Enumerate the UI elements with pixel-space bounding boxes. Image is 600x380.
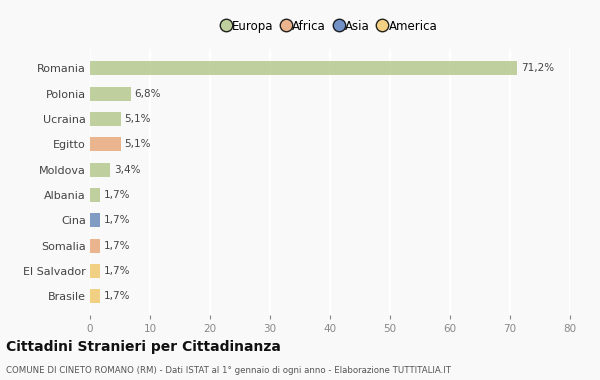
Bar	[90, 138, 121, 151]
Bar	[90, 214, 100, 227]
Bar	[90, 188, 100, 202]
Bar	[90, 87, 131, 101]
Text: 3,4%: 3,4%	[114, 165, 140, 175]
Text: 1,7%: 1,7%	[104, 291, 130, 301]
Bar	[90, 163, 110, 177]
Legend: Europa, Africa, Asia, America: Europa, Africa, Asia, America	[218, 16, 442, 38]
Text: 1,7%: 1,7%	[104, 241, 130, 251]
Bar	[90, 264, 100, 278]
Text: Cittadini Stranieri per Cittadinanza: Cittadini Stranieri per Cittadinanza	[6, 340, 281, 355]
Text: 1,7%: 1,7%	[104, 215, 130, 225]
Bar	[90, 62, 517, 75]
Text: 5,1%: 5,1%	[124, 114, 151, 124]
Text: 1,7%: 1,7%	[104, 266, 130, 276]
Bar	[90, 290, 100, 303]
Text: 6,8%: 6,8%	[134, 89, 161, 99]
Bar	[90, 239, 100, 253]
Text: COMUNE DI CINETO ROMANO (RM) - Dati ISTAT al 1° gennaio di ogni anno - Elaborazi: COMUNE DI CINETO ROMANO (RM) - Dati ISTA…	[6, 366, 451, 375]
Text: 71,2%: 71,2%	[521, 63, 554, 73]
Text: 1,7%: 1,7%	[104, 190, 130, 200]
Text: 5,1%: 5,1%	[124, 139, 151, 149]
Bar	[90, 112, 121, 126]
